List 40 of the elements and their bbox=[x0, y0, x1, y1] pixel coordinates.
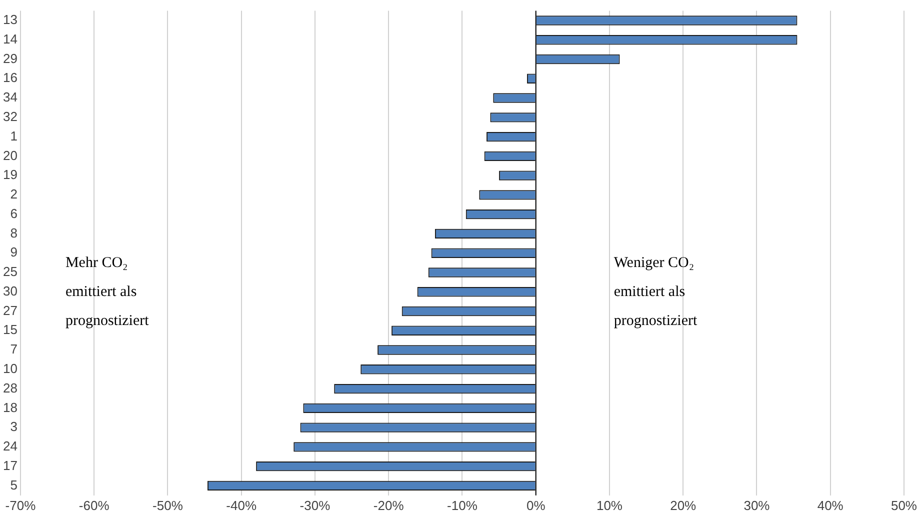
y-tick-label: 29 bbox=[2, 50, 18, 66]
x-tick-label: 30% bbox=[744, 498, 770, 513]
y-tick-label: 2 bbox=[10, 186, 18, 202]
y-tick-label: 20 bbox=[2, 148, 18, 163]
y-tick-label: 34 bbox=[2, 90, 18, 105]
y-tick-label: 3 bbox=[10, 419, 18, 434]
y-tick-label: 10 bbox=[2, 360, 18, 376]
y-tick-label: 1 bbox=[10, 128, 18, 144]
y-tick-label: 8 bbox=[10, 225, 18, 240]
y-tick-label: 27 bbox=[2, 302, 18, 318]
x-tick-label: 10% bbox=[596, 498, 623, 513]
x-tick-label: -20% bbox=[373, 498, 404, 513]
y-tick-label: 24 bbox=[2, 438, 18, 454]
x-tick-label: -10% bbox=[447, 498, 478, 513]
x-tick-label: 50% bbox=[890, 498, 918, 513]
y-tick-label: 15 bbox=[2, 322, 18, 338]
x-tick-label: -70% bbox=[5, 498, 36, 513]
x-tick-label: -40% bbox=[226, 498, 257, 513]
y-tick-label: 25 bbox=[2, 264, 18, 280]
y-tick-label: 14 bbox=[2, 31, 18, 46]
y-tick-label: 5 bbox=[10, 477, 18, 492]
x-tick-label: -50% bbox=[152, 498, 184, 513]
y-tick-label: 18 bbox=[2, 400, 18, 415]
x-tick-label: 0% bbox=[526, 498, 546, 513]
y-tick-label: 13 bbox=[2, 12, 18, 28]
x-tick-label: 20% bbox=[670, 498, 697, 513]
x-tick-label: -30% bbox=[300, 498, 331, 513]
y-tick-label: 19 bbox=[2, 167, 18, 182]
y-tick-label: 30 bbox=[2, 283, 18, 298]
y-tick-label: 32 bbox=[2, 108, 18, 124]
annotation: Mehr CO₂ emittiert als prognostiziert bbox=[65, 255, 150, 330]
y-tick-label: 7 bbox=[10, 342, 18, 357]
x-tick-label: -60% bbox=[78, 498, 110, 513]
y-tick-label: 17 bbox=[2, 458, 18, 473]
annotation: Weniger CO₂ emittiert als prognostiziert bbox=[614, 255, 698, 330]
y-tick-label: 9 bbox=[10, 244, 18, 260]
x-tick-label: 40% bbox=[817, 498, 844, 513]
y-tick-label: 16 bbox=[2, 70, 18, 86]
y-tick-label: 28 bbox=[2, 380, 18, 396]
y-tick-label: 6 bbox=[10, 206, 18, 221]
